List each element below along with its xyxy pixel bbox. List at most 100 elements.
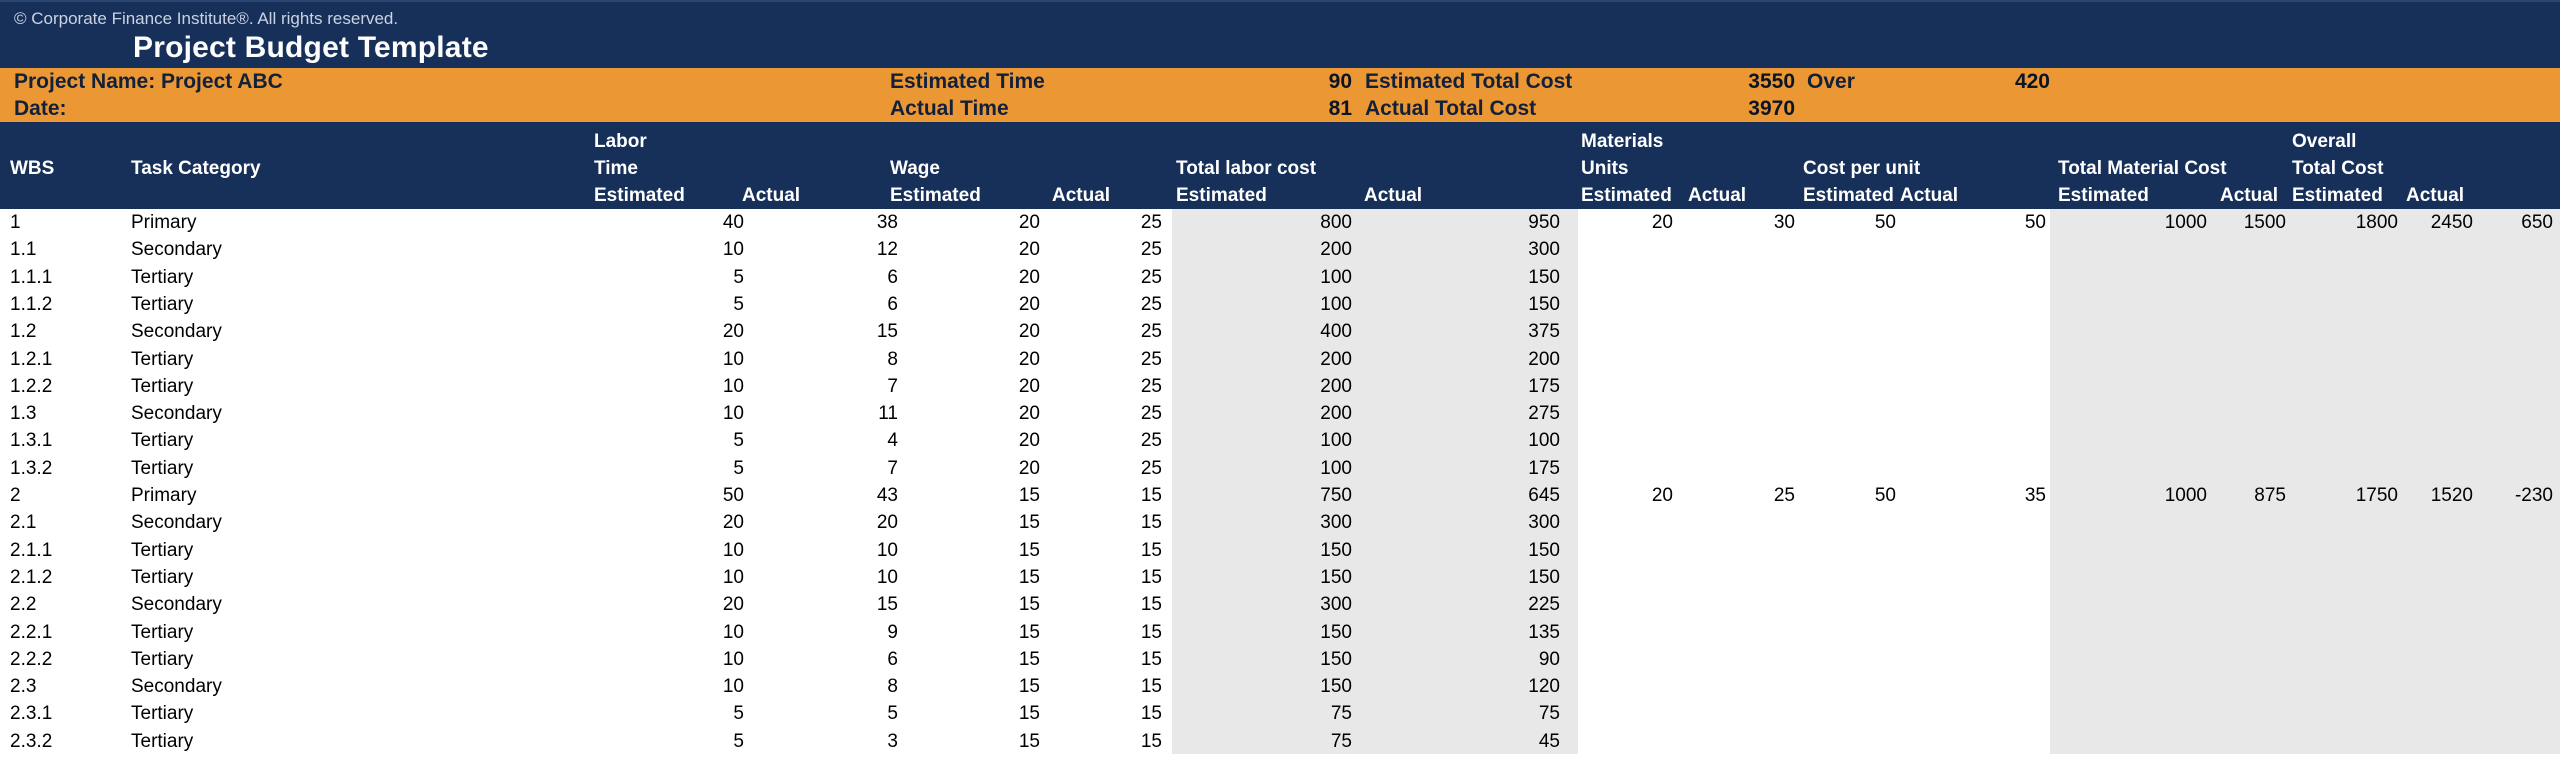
cell-task-category[interactable]: Secondary — [131, 512, 222, 534]
cell-value[interactable]: 1500 — [2243, 212, 2286, 233]
cell-value[interactable]: 25 — [1140, 348, 1162, 370]
cell-value[interactable]: 120 — [1528, 676, 1560, 698]
cell-task-category[interactable]: Tertiary — [131, 375, 194, 397]
cell-value[interactable]: 950 — [1528, 212, 1560, 233]
cell-value[interactable]: 20 — [876, 512, 898, 534]
cell-value[interactable]: 75 — [1330, 730, 1352, 752]
cell-value[interactable]: 15 — [876, 321, 898, 343]
cell-task-category[interactable]: Secondary — [131, 594, 222, 616]
cell-value[interactable]: 7 — [887, 457, 898, 479]
cell-task-category[interactable]: Tertiary — [131, 457, 194, 479]
cell-value[interactable]: 35 — [2024, 485, 2046, 506]
cell-value[interactable]: 25 — [1140, 375, 1162, 397]
cell-value[interactable]: 15 — [1018, 676, 1040, 698]
cell-value[interactable]: 15 — [1140, 703, 1162, 725]
cell-value[interactable]: 10 — [876, 539, 898, 561]
cell-value[interactable]: 1000 — [2164, 212, 2207, 233]
cell-wbs[interactable]: 1.1 — [10, 239, 37, 261]
cell-value[interactable]: 12 — [876, 239, 898, 261]
cell-value[interactable]: 25 — [1140, 212, 1162, 233]
cell-value[interactable]: 150 — [1320, 648, 1352, 670]
cell-value[interactable]: 200 — [1320, 375, 1352, 397]
cell-value[interactable]: 25 — [1140, 321, 1162, 343]
cell-value[interactable]: 10 — [722, 621, 744, 643]
cell-wbs[interactable]: 1.2.1 — [10, 348, 53, 370]
cell-value[interactable]: 15 — [1018, 512, 1040, 534]
cell-value[interactable]: 100 — [1528, 430, 1560, 452]
cell-wbs[interactable]: 2.3 — [10, 676, 37, 698]
cell-task-category[interactable]: Tertiary — [131, 539, 194, 561]
cell-value[interactable]: 15 — [1140, 539, 1162, 561]
cell-value[interactable]: 100 — [1320, 430, 1352, 452]
cell-value[interactable]: 20 — [1018, 375, 1040, 397]
cell-value[interactable]: 20 — [1651, 212, 1673, 233]
cell-value[interactable]: 5 — [733, 293, 744, 315]
cell-value[interactable]: 25 — [1140, 239, 1162, 261]
cell-value[interactable]: 150 — [1320, 566, 1352, 588]
cell-value[interactable]: 25 — [1140, 266, 1162, 288]
cell-task-category[interactable]: Tertiary — [131, 293, 194, 315]
cell-value[interactable]: 38 — [876, 212, 898, 233]
cell-value[interactable]: 300 — [1528, 512, 1560, 534]
cell-value[interactable]: 175 — [1528, 375, 1560, 397]
cell-value[interactable]: 300 — [1320, 512, 1352, 534]
cell-value[interactable]: 20 — [1018, 403, 1040, 425]
cell-value[interactable]: 5 — [887, 703, 898, 725]
cell-value[interactable]: 20 — [1018, 430, 1040, 452]
cell-value[interactable]: 8 — [887, 676, 898, 698]
cell-value[interactable]: 175 — [1528, 457, 1560, 479]
cell-wbs[interactable]: 1.1.2 — [10, 293, 53, 315]
cell-value[interactable]: 1000 — [2164, 485, 2207, 506]
cell-value[interactable]: 7 — [887, 375, 898, 397]
cell-task-category[interactable]: Tertiary — [131, 648, 194, 670]
cell-wbs[interactable]: 2 — [10, 485, 21, 506]
cell-value[interactable]: 8 — [887, 348, 898, 370]
cell-value[interactable]: 75 — [1330, 703, 1352, 725]
cell-value[interactable]: 15 — [1140, 621, 1162, 643]
cell-value[interactable]: 10 — [722, 539, 744, 561]
cell-wbs[interactable]: 1.2 — [10, 321, 37, 343]
cell-value[interactable]: 20 — [1018, 212, 1040, 233]
cell-value[interactable]: 5 — [733, 266, 744, 288]
cell-value[interactable]: 50 — [722, 485, 744, 506]
cell-value[interactable]: 5 — [733, 703, 744, 725]
cell-value[interactable]: 5 — [733, 430, 744, 452]
cell-task-category[interactable]: Tertiary — [131, 348, 194, 370]
cell-value[interactable]: 11 — [878, 403, 898, 425]
cell-value[interactable]: 25 — [1140, 293, 1162, 315]
cell-value[interactable]: 100 — [1320, 266, 1352, 288]
cell-value[interactable]: 150 — [1320, 539, 1352, 561]
cell-wbs[interactable]: 1.1.1 — [10, 266, 53, 288]
cell-value[interactable]: 275 — [1528, 403, 1560, 425]
cell-value[interactable]: 1520 — [2430, 485, 2473, 506]
cell-value[interactable]: 15 — [1140, 594, 1162, 616]
cell-task-category[interactable]: Tertiary — [131, 430, 194, 452]
cell-value[interactable]: 200 — [1320, 348, 1352, 370]
cell-value[interactable]: 10 — [722, 566, 744, 588]
cell-value[interactable]: 25 — [1773, 485, 1795, 506]
cell-wbs[interactable]: 2.2.2 — [10, 648, 53, 670]
cell-value[interactable]: 10 — [722, 403, 744, 425]
cell-value[interactable]: 15 — [1018, 730, 1040, 752]
cell-value[interactable]: 10 — [722, 375, 744, 397]
cell-value[interactable]: 150 — [1528, 266, 1560, 288]
cell-value[interactable]: 150 — [1528, 539, 1560, 561]
cell-value[interactable]: 15 — [876, 594, 898, 616]
cell-value[interactable]: 15 — [1018, 703, 1040, 725]
cell-value[interactable]: 50 — [1874, 485, 1896, 506]
actual-total-cost-value[interactable]: 3970 — [1748, 97, 1795, 120]
cell-value[interactable]: 5 — [733, 457, 744, 479]
cell-value[interactable]: 20 — [1018, 321, 1040, 343]
cell-value[interactable]: 6 — [887, 648, 898, 670]
cell-wbs[interactable]: 1.3 — [10, 403, 37, 425]
cell-value[interactable]: 10 — [722, 648, 744, 670]
cell-task-category[interactable]: Tertiary — [131, 730, 194, 752]
cell-task-category[interactable]: Tertiary — [131, 266, 194, 288]
cell-value[interactable]: 15 — [1018, 621, 1040, 643]
cell-value[interactable]: 15 — [1018, 485, 1040, 506]
cell-value[interactable]: 20 — [1018, 266, 1040, 288]
cell-value[interactable]: 20 — [722, 512, 744, 534]
cell-value[interactable]: 40 — [722, 212, 744, 233]
cell-wbs[interactable]: 2.2.1 — [10, 621, 53, 643]
cell-wbs[interactable]: 1.3.2 — [10, 457, 53, 479]
